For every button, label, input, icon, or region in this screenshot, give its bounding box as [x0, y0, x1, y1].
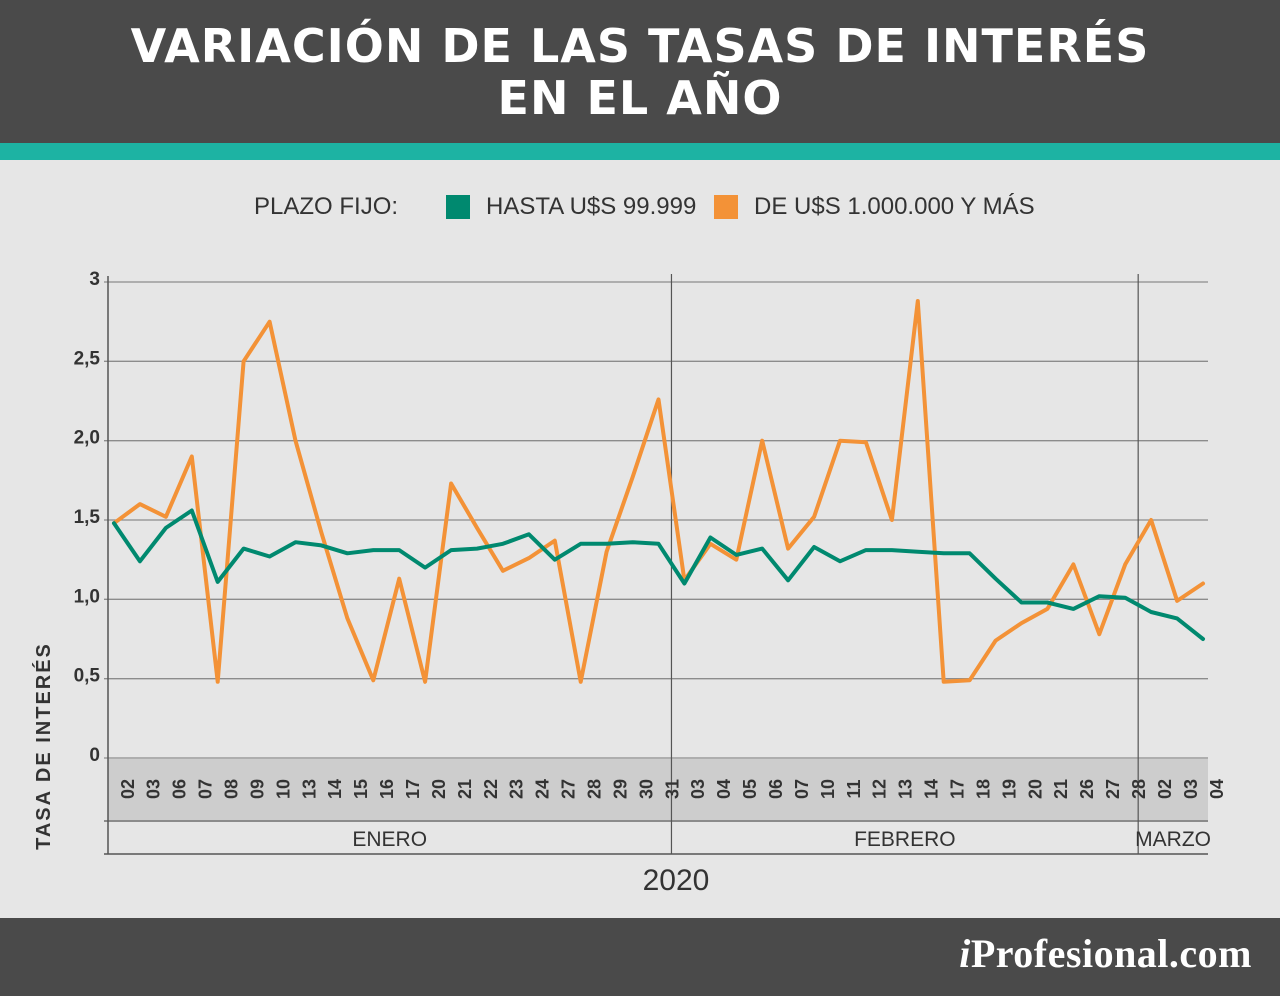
y-tick-label: 1,0	[74, 586, 100, 607]
y-tick-label: 2,5	[74, 348, 101, 369]
legend-item-large-deposit: DE U$S 1.000.000 Y MÁS	[714, 190, 1035, 224]
legend-item-label: HASTA U$S 99.999	[486, 193, 697, 220]
x-tick-label: 19	[999, 779, 1019, 799]
page-title: VARIACIÓN DE LAS TASAS DE INTERÉS EN EL …	[130, 18, 1150, 125]
x-tick-label: 20	[429, 779, 449, 799]
x-tick-label: 15	[351, 779, 371, 799]
x-tick-label: 03	[1181, 779, 1201, 799]
legend-prefix-label: PLAZO FIJO:	[254, 193, 399, 220]
y-tick-label: 0	[89, 745, 100, 766]
x-tick-label: 10	[273, 779, 293, 799]
x-tick-label: 07	[196, 779, 216, 799]
y-axis-label: TASA DE INTERÉS	[32, 642, 55, 850]
month-labels: ENERO FEBRERO MARZO	[352, 828, 1211, 851]
x-tick-label: 26	[1077, 779, 1097, 799]
month-label: ENERO	[352, 828, 427, 851]
x-tick-label: 28	[1129, 779, 1149, 799]
x-tick-label: 08	[221, 779, 241, 799]
legend-swatch-green	[446, 195, 470, 219]
x-tick-label: 03	[688, 779, 708, 799]
legend-item-small-deposit: HASTA U$S 99.999	[446, 190, 696, 224]
x-tick-label: 21	[1051, 779, 1071, 799]
date-band-bg	[108, 759, 1208, 820]
x-tick-label: 07	[792, 779, 812, 799]
x-tick-label: 05	[740, 779, 760, 799]
y-tick-label: 1,5	[74, 507, 101, 528]
series-line-small-deposit	[112, 508, 1205, 641]
x-tick-label: 06	[766, 779, 786, 799]
x-tick-label: 14	[325, 779, 345, 799]
x-tick-label: 17	[947, 779, 967, 799]
brand-logo: iProfesional.com	[959, 931, 1252, 976]
x-tick-label: 29	[610, 779, 630, 799]
month-label: FEBRERO	[854, 828, 956, 851]
x-tick-label: 27	[1103, 779, 1123, 799]
x-tick-label: 04	[1207, 779, 1227, 799]
year-label: 2020	[643, 864, 710, 897]
series-line-large-deposit	[112, 299, 1205, 684]
month-label: MARZO	[1135, 828, 1211, 851]
x-tick-label: 10	[818, 779, 838, 799]
y-tick-labels: 0 0,5 1,0 1,5 2,0 2,5 3	[74, 269, 101, 766]
x-tick-label: 22	[481, 779, 501, 799]
line-chart: 00,51,01,52,02,53 02 03 06 07 08 09 10 13 14 15 16…	[32, 269, 1227, 897]
x-tick-label: 21	[455, 779, 475, 799]
x-tick-label: 31	[662, 779, 682, 799]
y-tick-label: 0,5	[74, 666, 101, 687]
x-tick-label: 18	[973, 779, 993, 799]
x-tick-label: 02	[1155, 779, 1175, 799]
x-tick-label: 09	[247, 779, 267, 799]
x-tick-label: 20	[1025, 779, 1045, 799]
legend-item-label: DE U$S 1.000.000 Y MÁS	[754, 193, 1035, 220]
x-tick-label: 17	[403, 779, 423, 799]
legend-prefix: PLAZO FIJO:	[254, 190, 398, 224]
x-tick-label: 13	[896, 779, 916, 799]
x-tick-label: 11	[844, 779, 864, 798]
date-band	[108, 759, 1208, 820]
x-tick-labels: 02 03 06 07 08 09 10 13 14 15 16 17 20 21 22 23 24 27 28 29…	[118, 779, 1227, 799]
x-tick-label: 13	[299, 779, 319, 799]
x-tick-label: 28	[584, 779, 604, 799]
x-tick-label: 14	[922, 779, 942, 799]
x-tick-label: 02	[118, 779, 138, 799]
series-lines	[112, 299, 1205, 684]
x-tick-label: 24	[533, 779, 553, 799]
x-tick-label: 30	[636, 779, 656, 799]
x-tick-label: 12	[870, 779, 890, 799]
x-tick-label: 06	[170, 779, 190, 799]
x-tick-label: 16	[377, 779, 397, 799]
y-tick-label: 3	[89, 269, 100, 290]
x-tick-label: 03	[144, 779, 164, 799]
y-tick-label: 2,0	[74, 428, 100, 449]
legend-swatch-orange	[714, 195, 738, 219]
header-banner: VARIACIÓN DE LAS TASAS DE INTERÉS EN EL …	[0, 0, 1280, 143]
grid-lines	[104, 281, 1208, 759]
x-tick-label: 23	[507, 779, 527, 799]
legend: PLAZO FIJO: HASTA U$S 99.999 DE U$S 1.00…	[0, 190, 1280, 224]
x-tick-label: 27	[559, 779, 579, 799]
x-tick-label: 04	[714, 779, 734, 799]
footer-banner: iProfesional.com	[0, 918, 1280, 996]
accent-strip	[0, 143, 1280, 160]
